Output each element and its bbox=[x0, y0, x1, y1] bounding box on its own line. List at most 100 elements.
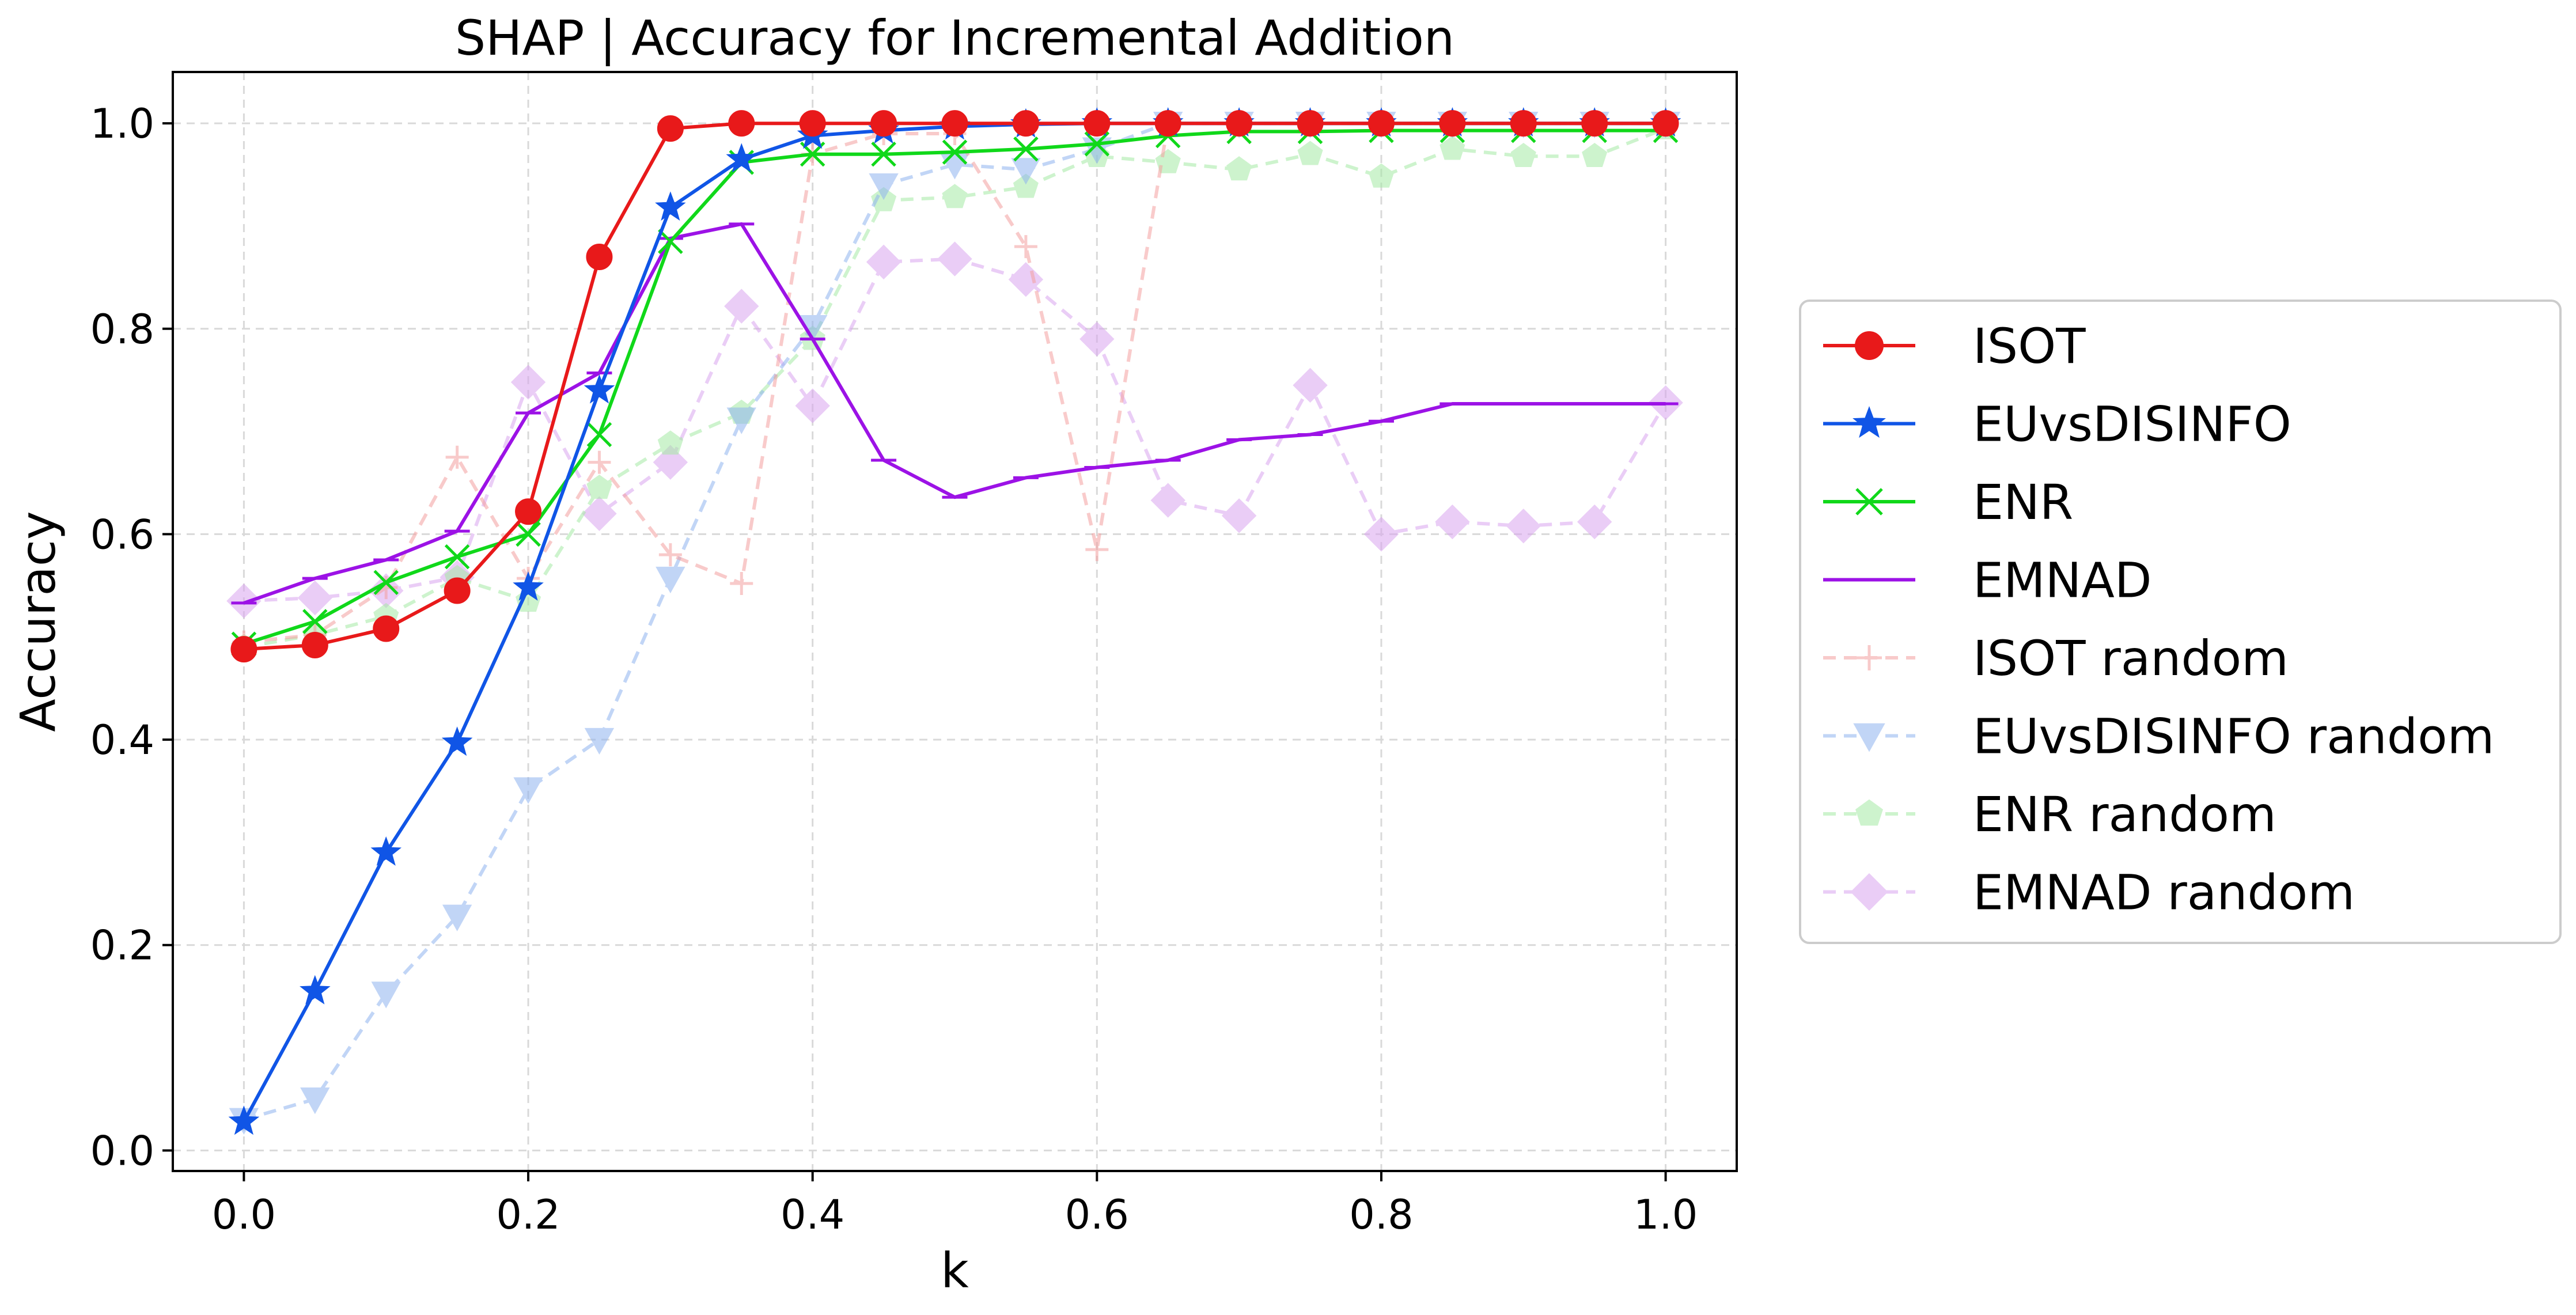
y-tick-label: 0.0 bbox=[90, 1127, 154, 1174]
y-axis-label: Accuracy bbox=[10, 511, 66, 732]
y-tick-label: 0.6 bbox=[90, 511, 154, 558]
series-emnad bbox=[231, 222, 1679, 605]
data-point-euvsdisinfo-random bbox=[584, 727, 615, 755]
series-layer bbox=[226, 107, 1683, 1135]
data-point-enr-random bbox=[1439, 135, 1465, 160]
data-point-euvsdisinfo-random bbox=[371, 981, 401, 1009]
data-point-isot bbox=[1652, 110, 1679, 137]
data-point-enr bbox=[1084, 131, 1110, 157]
data-point-emnad-random bbox=[1363, 517, 1399, 552]
data-point-euvsdisinfo bbox=[370, 836, 402, 866]
data-point-isot-random bbox=[730, 572, 753, 596]
legend-entry-isot bbox=[1823, 331, 1915, 360]
data-point-euvsdisinfo bbox=[584, 374, 615, 404]
data-point-isot bbox=[657, 115, 684, 142]
data-point-euvsdisinfo bbox=[441, 726, 473, 756]
data-point-isot bbox=[301, 632, 328, 659]
data-point-euvsdisinfo-random bbox=[1011, 158, 1041, 185]
x-tick-label: 0.4 bbox=[781, 1191, 844, 1238]
x-tick-label: 0.8 bbox=[1349, 1191, 1413, 1238]
data-point-isot bbox=[1297, 110, 1324, 137]
data-point-emnad-random bbox=[297, 580, 333, 616]
data-point-emnad-random bbox=[653, 445, 688, 480]
legend-entry-euvsdisinfo bbox=[1823, 406, 1915, 438]
data-point-euvsdisinfo-random bbox=[300, 1087, 330, 1115]
legend-entry-emnad-random bbox=[1823, 873, 1915, 911]
data-point-euvsdisinfo-random bbox=[513, 777, 543, 804]
y-tick-label: 0.4 bbox=[90, 717, 154, 764]
data-point-isot-random bbox=[445, 445, 469, 469]
data-point-enr-random bbox=[1368, 163, 1395, 188]
data-point-emnad-random bbox=[1435, 504, 1470, 540]
legend-label-isot: ISOT bbox=[1973, 318, 2086, 374]
data-point-enr-random bbox=[1582, 142, 1608, 167]
data-point-emnad-random bbox=[582, 496, 617, 531]
data-point-euvsdisinfo-random bbox=[726, 407, 756, 434]
data-point-euvsdisinfo bbox=[726, 143, 757, 173]
data-point-isot bbox=[1581, 110, 1608, 137]
data-point-isot-random bbox=[658, 543, 682, 567]
data-point-isot bbox=[1510, 110, 1537, 137]
legend-marker-emnad-random bbox=[1850, 873, 1888, 911]
legend-entry-enr bbox=[1823, 488, 1915, 516]
data-point-isot bbox=[1012, 110, 1039, 137]
y-tick-label: 0.8 bbox=[90, 306, 154, 353]
chart-title: SHAP | Accuracy for Incremental Addition bbox=[455, 10, 1454, 66]
data-point-emnad-random bbox=[1506, 508, 1541, 544]
data-point-enr-random bbox=[942, 184, 968, 209]
x-tick-label: 1.0 bbox=[1634, 1191, 1698, 1238]
legend-entry-enr-random bbox=[1823, 799, 1915, 826]
legend-label-emnad: EMNAD bbox=[1973, 552, 2152, 609]
data-point-enr-random bbox=[1013, 173, 1039, 198]
x-tick-label: 0.2 bbox=[496, 1191, 560, 1238]
legend-label-euvsdisinfo: EUvsDISINFO bbox=[1973, 396, 2291, 453]
legend-label-euvsdisinfo-random: EUvsDISINFO random bbox=[1973, 708, 2494, 765]
data-point-enr bbox=[1013, 136, 1039, 162]
data-point-emnad-random bbox=[1293, 367, 1328, 403]
data-point-emnad-random bbox=[937, 241, 972, 276]
data-point-enr-random bbox=[657, 430, 683, 455]
data-point-isot-random bbox=[588, 450, 611, 474]
legend-label-emnad-random: EMNAD random bbox=[1973, 865, 2355, 921]
data-point-enr bbox=[942, 139, 968, 165]
data-point-euvsdisinfo bbox=[655, 191, 686, 221]
data-point-isot bbox=[941, 110, 968, 137]
legend-label-enr-random: ENR random bbox=[1973, 786, 2276, 843]
data-point-euvsdisinfo bbox=[228, 1105, 260, 1135]
data-point-emnad-random bbox=[1150, 483, 1185, 518]
data-point-isot-random bbox=[1014, 235, 1037, 259]
data-point-isot bbox=[373, 615, 400, 642]
data-point-emnad-random bbox=[226, 583, 262, 619]
legend-marker-isot-random bbox=[1857, 645, 1882, 670]
data-point-isot bbox=[586, 243, 613, 270]
data-point-emnad-random bbox=[1008, 262, 1044, 297]
legend-label-isot-random: ISOT random bbox=[1973, 630, 2289, 687]
legend-marker-enr bbox=[1855, 488, 1883, 516]
data-point-enr-random bbox=[1297, 141, 1323, 165]
data-point-isot bbox=[1367, 110, 1395, 137]
y-tick-label: 0.2 bbox=[90, 922, 154, 969]
plot-frame bbox=[172, 71, 1738, 1172]
data-point-enr-random bbox=[586, 474, 612, 499]
legend-marker-isot bbox=[1855, 331, 1884, 360]
series-line-euvsdisinfo-random bbox=[243, 122, 1666, 1121]
data-point-isot bbox=[799, 110, 826, 137]
data-point-isot bbox=[1226, 110, 1253, 137]
data-point-enr-random bbox=[1226, 156, 1252, 181]
data-point-euvsdisinfo bbox=[300, 975, 331, 1005]
x-tick-label: 0.0 bbox=[212, 1191, 276, 1238]
legend-marker-euvsdisinfo-random bbox=[1853, 723, 1885, 752]
data-point-isot bbox=[230, 636, 257, 663]
data-point-emnad-random bbox=[510, 365, 546, 400]
data-point-emnad-random bbox=[1079, 321, 1115, 357]
series-isot bbox=[230, 110, 1679, 663]
data-point-euvsdisinfo-random bbox=[442, 904, 472, 931]
data-point-euvsdisinfo bbox=[513, 571, 544, 601]
data-point-enr bbox=[516, 521, 541, 547]
legend-marker-euvsdisinfo bbox=[1853, 406, 1886, 438]
x-tick-label: 0.6 bbox=[1065, 1191, 1129, 1238]
data-point-isot bbox=[870, 110, 897, 137]
data-point-enr bbox=[373, 570, 399, 596]
legend: ISOT EUvsDISINFO ENR EMNAD ISOT random EUvsDI… bbox=[1799, 300, 2562, 944]
